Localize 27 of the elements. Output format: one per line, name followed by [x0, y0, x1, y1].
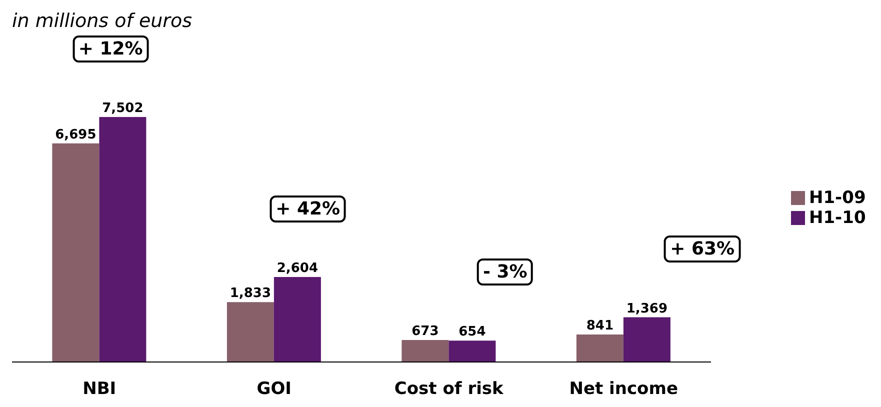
annotation: + 63%: [664, 236, 741, 263]
annotation: - 3%: [476, 258, 534, 286]
chart-subtitle: in millions of euros: [12, 10, 192, 32]
legend-label: H1-09: [809, 188, 866, 208]
data-label: 1,369: [626, 301, 668, 316]
bar: [99, 117, 146, 362]
data-label: 2,604: [276, 260, 318, 276]
x-tick-label: Net income: [569, 379, 678, 400]
data-label: 673: [412, 324, 439, 340]
bar: [52, 143, 100, 362]
annotation: + 42%: [270, 195, 346, 222]
legend-label: H1-10: [809, 208, 866, 228]
bar: [226, 302, 274, 362]
bar: [274, 276, 321, 362]
data-label: 841: [586, 318, 614, 334]
bar: [402, 340, 449, 362]
bar: [576, 334, 624, 362]
x-tick-label: NBI: [82, 379, 116, 400]
data-label: 6,695: [55, 127, 96, 142]
bar: [448, 340, 496, 362]
data-label: 654: [458, 324, 486, 340]
data-label: 7,502: [102, 101, 144, 116]
text: + 12%: [72, 36, 149, 62]
x-tick-label: Cost of risk: [394, 379, 504, 400]
bar: [623, 317, 670, 362]
x-tick-label: GOI: [256, 379, 292, 400]
data-label: 1,833: [230, 286, 272, 302]
